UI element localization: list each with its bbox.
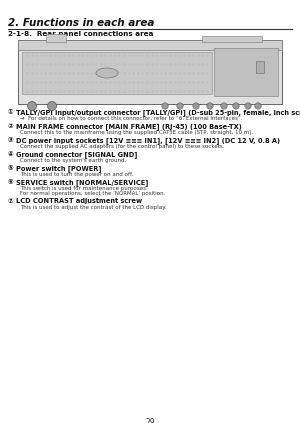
Text: ⑤: ⑤ bbox=[8, 165, 14, 171]
Circle shape bbox=[28, 102, 37, 110]
Text: 29: 29 bbox=[145, 418, 155, 423]
Text: This is used to adjust the contrast of the LCD display.: This is used to adjust the contrast of t… bbox=[20, 204, 166, 209]
Circle shape bbox=[233, 103, 239, 109]
Text: Ground connector [SIGNAL GND]: Ground connector [SIGNAL GND] bbox=[16, 151, 137, 158]
Circle shape bbox=[177, 103, 183, 109]
Circle shape bbox=[162, 103, 168, 109]
Text: This switch is used for maintenance purposes.: This switch is used for maintenance purp… bbox=[20, 186, 148, 190]
Text: →  For details on how to connect this connector, refer to “6. External interface: → For details on how to connect this con… bbox=[20, 115, 242, 121]
Text: 2. Functions in each area: 2. Functions in each area bbox=[8, 18, 154, 28]
Circle shape bbox=[193, 103, 199, 109]
Text: ⑥: ⑥ bbox=[8, 179, 14, 185]
Text: ④: ④ bbox=[8, 151, 14, 157]
Text: DC power input sockets [12V ≡≡≡ IN1], [12V ≡≡≡ IN2] (DC 12 V, 0.8 A): DC power input sockets [12V ≡≡≡ IN1], [1… bbox=[16, 137, 280, 144]
Circle shape bbox=[221, 103, 227, 109]
Text: ②: ② bbox=[8, 123, 14, 129]
Bar bbox=[46, 34, 66, 42]
Text: This is used to turn the power on and off.: This is used to turn the power on and of… bbox=[20, 171, 134, 176]
Text: ③: ③ bbox=[8, 137, 14, 143]
Circle shape bbox=[47, 102, 56, 110]
Bar bbox=[256, 61, 264, 73]
Text: ①: ① bbox=[8, 109, 14, 115]
Bar bbox=[22, 52, 212, 94]
Text: ⑦: ⑦ bbox=[8, 198, 14, 204]
Text: 2-1-8.  Rear panel connections area: 2-1-8. Rear panel connections area bbox=[8, 31, 154, 37]
Bar bbox=[18, 40, 282, 50]
Bar bbox=[202, 36, 262, 42]
Text: Connect this to the mainframe using the supplied CAT5E cable (STP, straight, 10 : Connect this to the mainframe using the … bbox=[20, 129, 253, 135]
Circle shape bbox=[255, 103, 261, 109]
Text: LCD CONTRAST adjustment screw: LCD CONTRAST adjustment screw bbox=[16, 198, 142, 204]
Bar bbox=[18, 40, 282, 104]
Bar bbox=[214, 48, 278, 96]
Text: SERVICE switch [NORMAL/SERVICE]: SERVICE switch [NORMAL/SERVICE] bbox=[16, 179, 148, 186]
Text: Connect the supplied AC adapters (for the control panel) to these sockets.: Connect the supplied AC adapters (for th… bbox=[20, 143, 224, 148]
Text: For normal operations, select the ‘NORMAL’ position.: For normal operations, select the ‘NORMA… bbox=[20, 190, 165, 195]
Circle shape bbox=[207, 103, 213, 109]
Text: TALLY/GPI input/output connector [TALLY/GPI] (D-sub 25-pin, female, inch screw): TALLY/GPI input/output connector [TALLY/… bbox=[16, 109, 300, 116]
Text: MAIN FRAME connector [MAIN FRAME] (RJ-45) (100 Base-TX): MAIN FRAME connector [MAIN FRAME] (RJ-45… bbox=[16, 123, 242, 130]
Text: Power switch [POWER]: Power switch [POWER] bbox=[16, 165, 101, 172]
Text: Connect to the system's earth ground.: Connect to the system's earth ground. bbox=[20, 157, 126, 162]
Ellipse shape bbox=[96, 68, 118, 78]
Circle shape bbox=[245, 103, 251, 109]
